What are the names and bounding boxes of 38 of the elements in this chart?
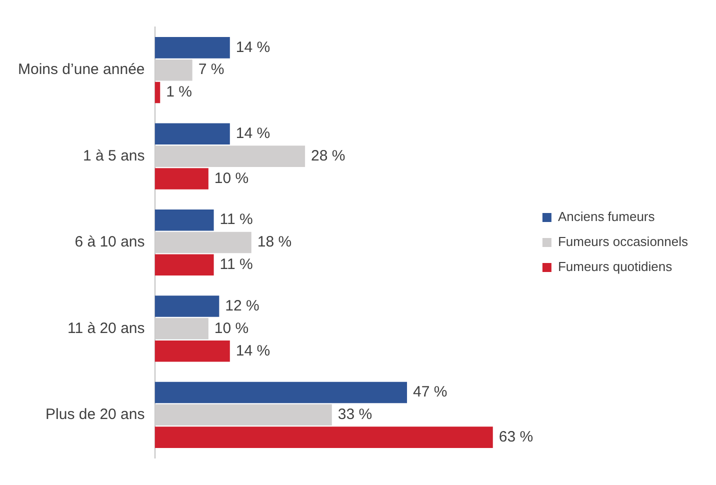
y-tick-label: 11 à 20 ans <box>67 320 145 337</box>
bar <box>154 426 493 448</box>
data-label: 14 % <box>236 125 270 142</box>
bar <box>154 209 214 231</box>
bar <box>154 168 208 190</box>
y-tick-label: 6 à 10 ans <box>74 234 145 251</box>
data-label: 28 % <box>311 147 346 164</box>
bar <box>154 232 252 254</box>
data-label: 1 % <box>166 84 192 101</box>
data-label: 33 % <box>338 406 372 424</box>
bar <box>154 59 192 81</box>
data-label: 10 % <box>214 170 249 187</box>
data-label: 12 % <box>225 297 260 314</box>
bar <box>154 340 230 362</box>
data-label: 14 % <box>236 342 270 360</box>
data-label: 63 % <box>498 428 534 446</box>
bar <box>154 254 214 276</box>
data-label: 14 % <box>236 38 270 56</box>
bar <box>154 382 408 404</box>
bar <box>154 82 160 104</box>
y-tick-label: 1 à 5 ans <box>83 147 145 164</box>
bar <box>154 146 306 167</box>
y-tick-label: Plus de 20 ans <box>46 406 145 424</box>
legend-label: Anciens fumeurs <box>558 209 656 224</box>
data-label: 10 % <box>214 320 249 337</box>
data-label: 11 % <box>220 211 253 228</box>
bar <box>154 123 230 145</box>
data-label: 11 % <box>220 256 253 274</box>
bar <box>154 296 220 317</box>
legend-label: Fumeurs quotidiens <box>558 259 673 274</box>
legend-label: Fumeurs occasionnels <box>558 234 688 250</box>
data-label: 18 % <box>257 234 292 251</box>
data-label: 47 % <box>413 384 448 401</box>
bar <box>154 318 208 340</box>
bar <box>154 404 332 426</box>
data-label: 7 % <box>198 61 224 78</box>
bar <box>154 37 230 58</box>
y-tick-label: Moins d’une année <box>18 61 145 78</box>
